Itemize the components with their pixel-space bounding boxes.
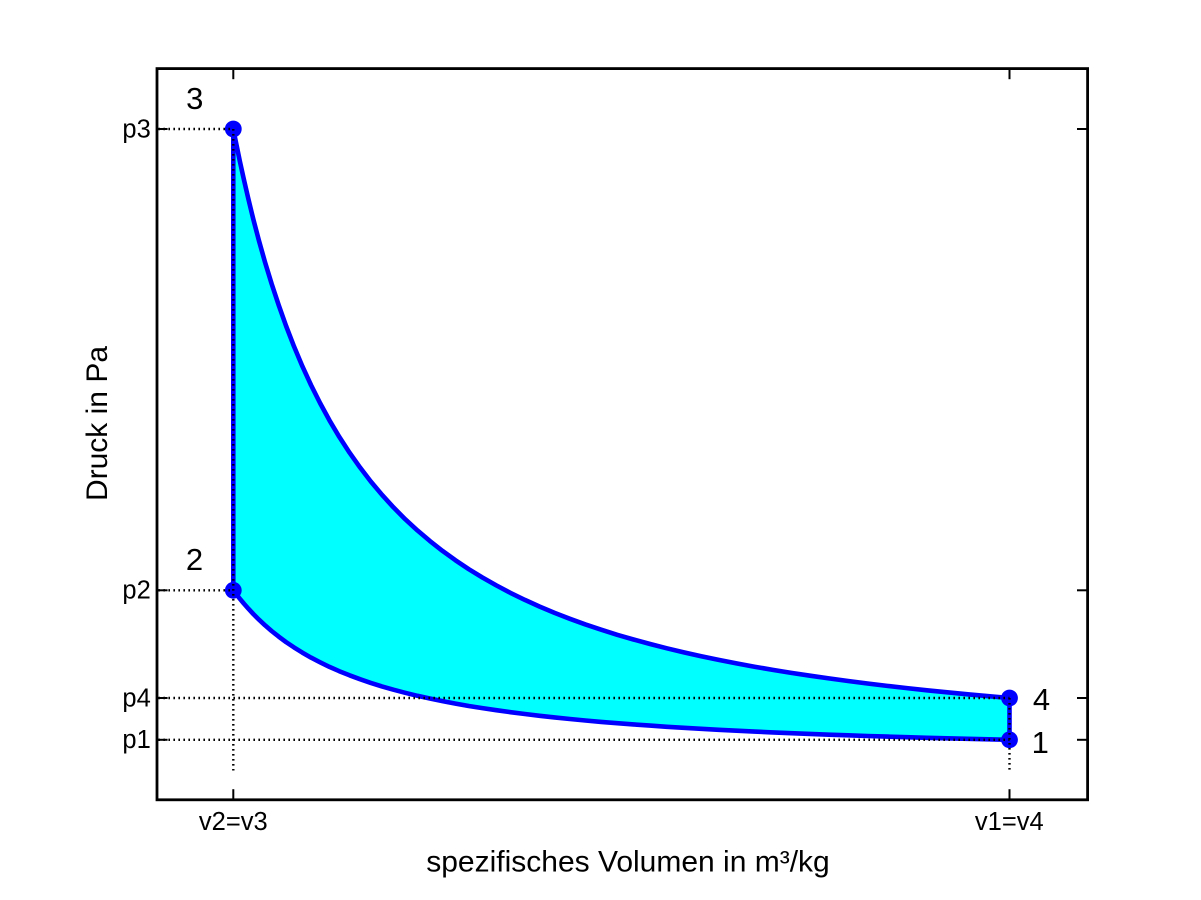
svg-text:v1=v4: v1=v4 (975, 808, 1044, 836)
svg-text:p3: p3 (122, 115, 150, 143)
svg-text:p1: p1 (122, 726, 150, 754)
svg-text:2: 2 (186, 542, 203, 577)
svg-text:p4: p4 (122, 684, 150, 712)
svg-text:spezifisches Volumen in m³/kg: spezifisches Volumen in m³/kg (426, 846, 830, 879)
svg-text:4: 4 (1033, 682, 1050, 717)
svg-text:v2=v3: v2=v3 (199, 808, 268, 836)
svg-text:Druck in Pa: Druck in Pa (81, 346, 114, 501)
svg-text:3: 3 (186, 81, 203, 116)
svg-text:1: 1 (1032, 725, 1049, 760)
svg-text:p2: p2 (122, 576, 150, 604)
